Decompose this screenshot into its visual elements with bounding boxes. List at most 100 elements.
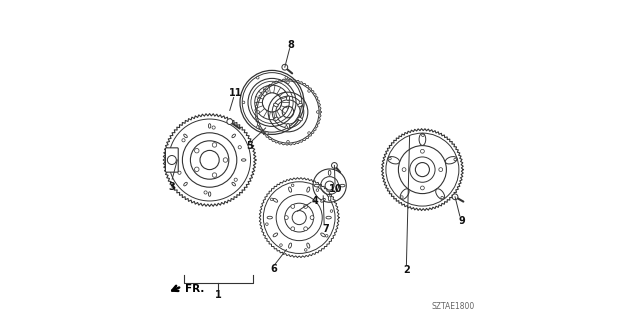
Circle shape	[212, 173, 217, 177]
Ellipse shape	[436, 189, 445, 199]
Circle shape	[401, 196, 403, 198]
Circle shape	[308, 90, 310, 92]
Circle shape	[178, 171, 181, 174]
Circle shape	[420, 149, 424, 153]
Ellipse shape	[273, 198, 278, 202]
Text: 10: 10	[329, 184, 343, 194]
Circle shape	[332, 163, 337, 168]
Circle shape	[280, 244, 282, 246]
Ellipse shape	[314, 184, 319, 187]
Circle shape	[212, 143, 217, 147]
Circle shape	[223, 158, 228, 162]
Circle shape	[266, 132, 268, 134]
Ellipse shape	[267, 216, 273, 219]
Ellipse shape	[289, 187, 292, 192]
Ellipse shape	[274, 103, 278, 107]
Circle shape	[238, 146, 241, 149]
Ellipse shape	[328, 196, 331, 201]
Circle shape	[266, 223, 268, 225]
Circle shape	[310, 216, 314, 220]
Circle shape	[316, 189, 319, 191]
Circle shape	[212, 126, 215, 129]
Ellipse shape	[307, 243, 310, 248]
Circle shape	[234, 178, 237, 181]
Circle shape	[284, 216, 288, 220]
Circle shape	[182, 139, 185, 142]
Ellipse shape	[232, 182, 236, 186]
Circle shape	[257, 111, 260, 113]
Circle shape	[454, 158, 456, 161]
Circle shape	[271, 198, 273, 201]
Text: 2: 2	[403, 265, 410, 276]
Text: 1: 1	[215, 290, 222, 300]
Circle shape	[195, 167, 199, 172]
Ellipse shape	[400, 189, 409, 199]
Text: 4: 4	[312, 196, 318, 206]
Ellipse shape	[328, 170, 331, 175]
Circle shape	[285, 76, 287, 79]
Circle shape	[388, 157, 391, 160]
Circle shape	[227, 119, 233, 124]
Ellipse shape	[273, 233, 278, 237]
Ellipse shape	[298, 117, 302, 121]
Circle shape	[291, 204, 294, 208]
Circle shape	[291, 184, 294, 187]
Ellipse shape	[209, 192, 211, 196]
Circle shape	[441, 196, 444, 199]
Circle shape	[402, 168, 406, 172]
Ellipse shape	[321, 198, 325, 202]
Ellipse shape	[173, 159, 178, 161]
Ellipse shape	[419, 133, 426, 145]
Circle shape	[257, 76, 259, 79]
Text: 3: 3	[169, 182, 175, 192]
Ellipse shape	[321, 233, 325, 237]
Circle shape	[242, 101, 244, 104]
Ellipse shape	[445, 156, 457, 164]
Ellipse shape	[326, 216, 332, 219]
Circle shape	[422, 134, 424, 137]
Ellipse shape	[209, 124, 211, 128]
Ellipse shape	[388, 156, 399, 164]
Ellipse shape	[184, 182, 188, 186]
Ellipse shape	[232, 134, 236, 138]
Circle shape	[439, 168, 443, 172]
Text: 6: 6	[270, 264, 277, 275]
Circle shape	[204, 191, 207, 194]
Circle shape	[195, 148, 199, 153]
Circle shape	[266, 90, 268, 92]
Circle shape	[287, 140, 289, 143]
Circle shape	[452, 194, 458, 200]
Circle shape	[287, 81, 289, 84]
Circle shape	[330, 210, 333, 212]
Circle shape	[304, 227, 308, 231]
Text: 5: 5	[246, 141, 253, 151]
Ellipse shape	[287, 124, 289, 128]
Circle shape	[304, 204, 308, 208]
Circle shape	[300, 101, 302, 104]
Text: 7: 7	[323, 224, 329, 234]
Text: SZTAE1800: SZTAE1800	[432, 302, 475, 311]
Circle shape	[168, 156, 177, 164]
Circle shape	[305, 249, 307, 251]
Circle shape	[291, 227, 294, 231]
Circle shape	[308, 132, 310, 134]
Text: 8: 8	[288, 40, 294, 50]
Ellipse shape	[274, 117, 278, 121]
Circle shape	[285, 126, 287, 128]
Text: 9: 9	[458, 216, 465, 227]
Ellipse shape	[307, 187, 310, 192]
Circle shape	[282, 64, 288, 70]
Ellipse shape	[298, 103, 302, 107]
FancyBboxPatch shape	[165, 148, 178, 172]
Circle shape	[325, 235, 328, 237]
Circle shape	[257, 126, 259, 128]
Ellipse shape	[289, 243, 292, 248]
Ellipse shape	[184, 134, 188, 138]
Text: FR.: FR.	[185, 284, 204, 294]
Ellipse shape	[241, 159, 246, 161]
Circle shape	[317, 111, 319, 113]
Ellipse shape	[340, 184, 345, 187]
Circle shape	[420, 186, 424, 190]
Text: 11: 11	[228, 88, 242, 98]
Ellipse shape	[287, 96, 289, 100]
